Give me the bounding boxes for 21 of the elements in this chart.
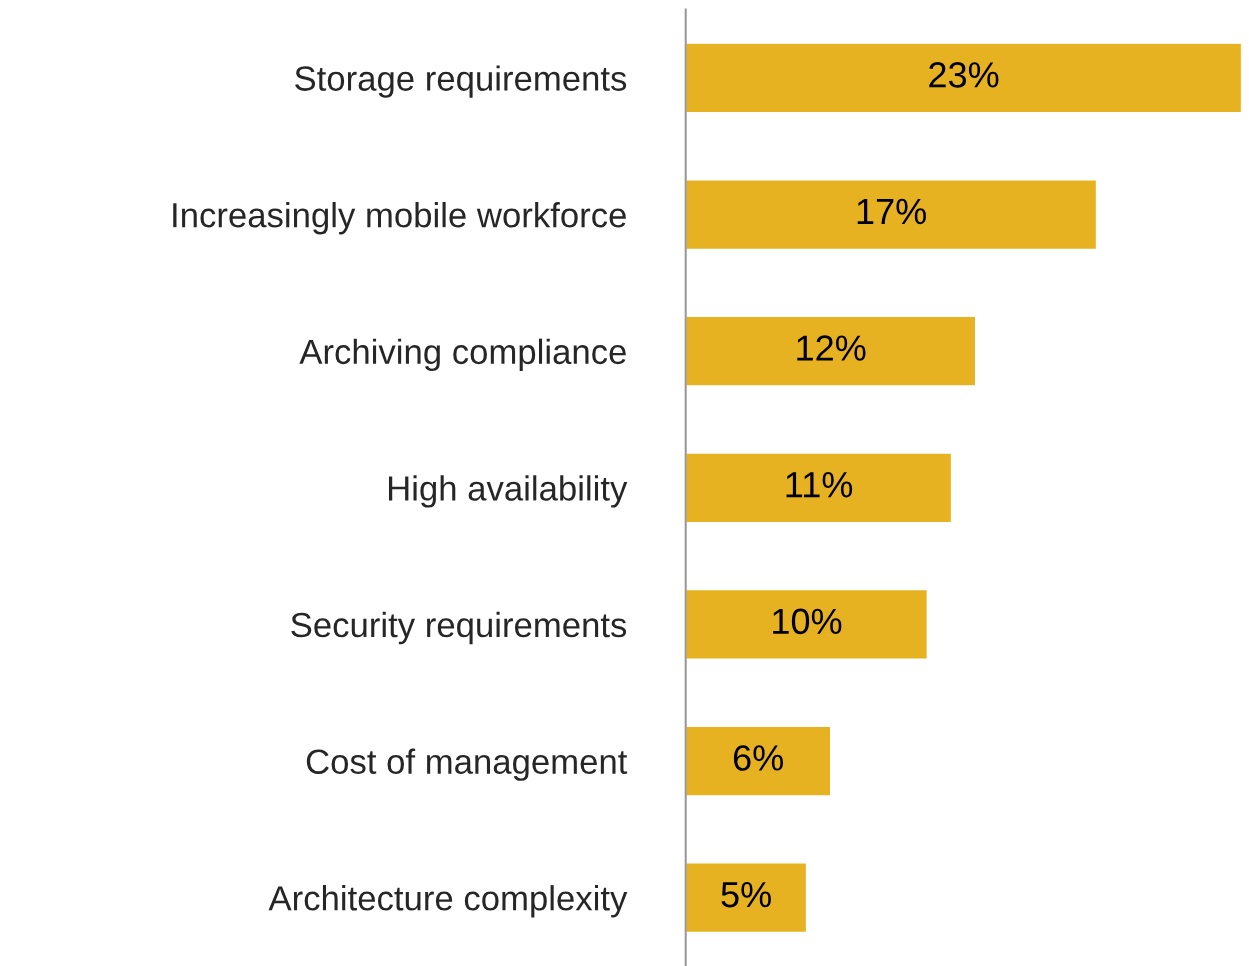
y-tick-label: Cost of management <box>306 748 628 781</box>
bar <box>685 862 808 934</box>
bar <box>685 725 832 797</box>
bar <box>685 588 929 660</box>
data-label: 5% <box>721 881 771 908</box>
bar <box>685 315 977 387</box>
y-tick-label: Architecture complexity <box>268 885 628 918</box>
y-tick-label: Increasingly mobile workforce <box>173 202 626 235</box>
y-tick-label: High availability <box>388 475 628 508</box>
y-tick-label: Security requirements <box>291 611 627 645</box>
bar <box>685 42 1242 114</box>
bar <box>685 452 953 524</box>
y-tick-label: Storage requirements <box>295 65 627 98</box>
bar <box>685 179 1098 251</box>
data-label: 11% <box>786 472 853 498</box>
data-label: 23% <box>929 62 999 88</box>
data-label: 12% <box>797 335 866 361</box>
y-tick-label: Archiving compliance <box>299 338 626 371</box>
data-label: 6% <box>733 745 784 771</box>
data-label: 17% <box>857 198 926 225</box>
data-label: 10% <box>773 608 842 635</box>
